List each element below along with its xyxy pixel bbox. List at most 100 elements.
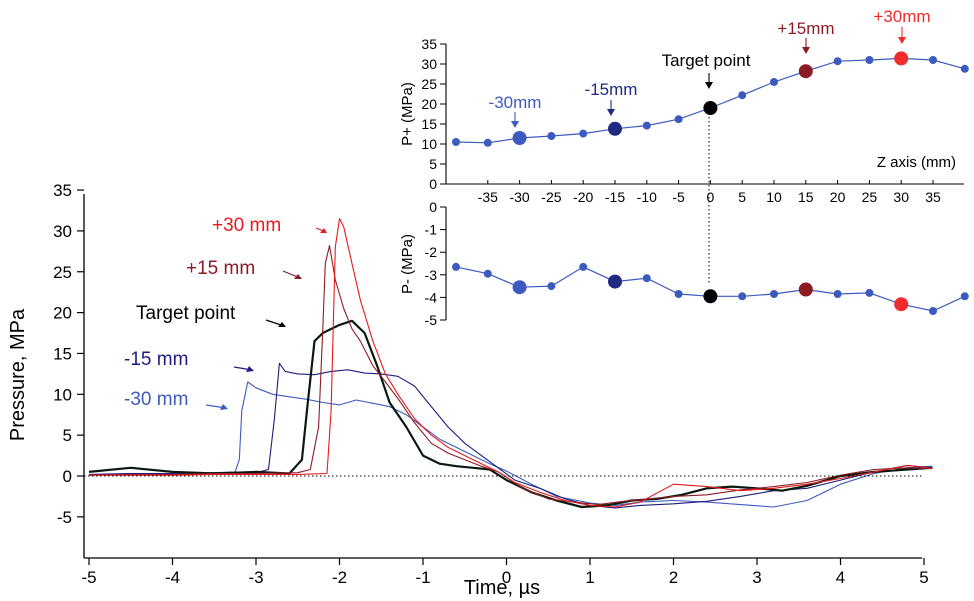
main-x-tick-label: 2	[669, 568, 678, 587]
inset-top-y-ticks: 0 5 10 15 20 25 30 35	[421, 36, 446, 192]
inset-top-x-tick-label: -30	[509, 189, 529, 205]
annotation-plus15: +15 mm	[186, 258, 255, 279]
inset-bottom-y-tick-label: 0	[429, 199, 437, 215]
main-series-group	[88, 218, 933, 509]
inset-bottom-highlight-point	[512, 280, 527, 295]
inset-top-highlight-point	[894, 51, 909, 66]
inset-top-x-tick-label: 25	[862, 189, 878, 205]
inset-top-x-tick-label: 35	[925, 189, 941, 205]
main-x-tick-label: -5	[81, 568, 96, 587]
inset-bottom-point	[865, 288, 874, 297]
inset-top-y-tick-label: 35	[421, 36, 437, 52]
inset-bottom-series	[452, 262, 969, 315]
main-x-tick-label: 4	[836, 568, 845, 587]
inset-top-point	[674, 115, 683, 124]
annotation-minus30: -30 mm	[124, 389, 188, 410]
inset-positive-pressure-chart: 0 5 10 15 20 25 30 35 -35 -30 -25 -20 -15 -10 -5 0 5 10 1…	[399, 7, 969, 205]
inset-label-target-arrowhead	[705, 82, 713, 89]
annotation-target-arrowhead	[278, 322, 286, 327]
inset-top-y-tick-label: 25	[421, 76, 437, 92]
inset-label-minus30-arrowhead	[511, 121, 519, 128]
inset-bottom-y-tick-label: -5	[425, 312, 438, 328]
annotation-minus30-arrowhead	[220, 404, 228, 410]
series-line--15-mm	[88, 362, 933, 509]
inset-bottom-point	[960, 292, 969, 301]
inset-bottom-point	[579, 262, 588, 271]
inset-bottom-y-tick-label: -1	[425, 222, 438, 238]
inset-label-target: Target point	[662, 51, 751, 70]
inset-bottom-highlight-point	[703, 289, 718, 304]
inset-bottom-y-ticks: -5 -4 -3 -2 -1 0	[425, 199, 446, 328]
inset-top-highlight-point	[798, 64, 813, 79]
inset-top-y-tick-label: 30	[421, 56, 437, 72]
inset-bottom-highlight-point	[608, 274, 622, 289]
main-y-tick-label: 15	[53, 344, 72, 363]
inset-top-x-tick-label: -35	[478, 189, 498, 205]
inset-top-x-ticks: -35 -30 -25 -20 -15 -10 -5 0 5 10 15 20 25 30 35	[478, 180, 941, 205]
inset-top-x-tick-label: 10	[766, 189, 782, 205]
series-line--30-mm	[89, 218, 933, 508]
inset-top-x-tick-label: -15	[605, 189, 625, 205]
main-y-tick-label: 30	[53, 222, 72, 241]
inset-bottom-highlight-point	[798, 282, 813, 297]
inset-top-point	[452, 138, 460, 146]
main-y-tick-label: 5	[63, 426, 72, 445]
main-y-axis-label: Pressure, MPa	[7, 308, 29, 441]
inset-bottom-point	[483, 269, 492, 278]
inset-bottom-point	[770, 290, 778, 298]
inset-top-point	[833, 57, 842, 66]
inset-top-point	[770, 78, 778, 86]
inset-top-point	[960, 64, 969, 73]
main-y-tick-label: 10	[53, 385, 72, 404]
inset-top-x-tick-label: -20	[573, 189, 593, 205]
inset-top-x-tick-label: -25	[541, 189, 561, 205]
inset-label-minus15-arrowhead	[607, 109, 615, 116]
inset-top-highlight-point	[703, 101, 718, 115]
inset-top-y-tick-label: 10	[421, 136, 437, 152]
inset-bottom-highlight-point	[894, 297, 909, 312]
series-line-target-point	[88, 319, 933, 509]
inset-bottom-point	[833, 290, 842, 298]
inset-top-point	[547, 132, 556, 140]
inset-top-x-tick-label: 20	[830, 189, 846, 205]
main-x-tick-label: -4	[165, 568, 180, 587]
inset-label-minus30: -30mm	[489, 93, 542, 112]
inset-label-plus30-arrowhead	[898, 37, 906, 44]
annotation-plus30-arrowhead	[320, 228, 327, 233]
inset-label-plus30: +30mm	[873, 7, 930, 26]
inset-top-x-tick-label: 5	[738, 189, 746, 205]
inset-top-point	[738, 91, 747, 100]
main-x-tick-label: 0	[502, 568, 511, 587]
inset-top-y-tick-label: 0	[429, 176, 437, 192]
inset-bottom-point	[929, 307, 937, 315]
main-y-tick-label: 0	[63, 467, 72, 486]
inset-top-x-axis-label: Z axis (mm)	[877, 154, 956, 171]
inset-top-y-tick-label: 20	[421, 96, 437, 112]
main-x-ticks: -5 -4 -3 -2 -1 0 1 2 3 4 5	[81, 558, 929, 587]
inset-top-point	[642, 121, 651, 130]
inset-top-y-tick-label: 15	[421, 116, 437, 132]
series-line--30-mm	[88, 381, 933, 508]
annotation-minus15-arrowhead	[246, 366, 254, 372]
main-x-tick-label: -2	[332, 568, 347, 587]
main-x-tick-label: -1	[415, 568, 430, 587]
inset-bottom-y-axis-label: P- (MPa)	[399, 234, 416, 294]
main-y-ticks: -5 0 5 10 15 20 25 30 35	[53, 181, 84, 527]
inset-bottom-point	[547, 282, 556, 291]
main-x-tick-label: 5	[919, 568, 928, 587]
inset-top-x-tick-label: 15	[798, 189, 814, 205]
inset-top-x-tick-label: -10	[637, 189, 657, 205]
main-y-tick-label: 20	[53, 304, 72, 323]
inset-label-minus15: -15mm	[585, 80, 638, 99]
inset-bottom-point	[452, 262, 460, 271]
inset-bottom-y-tick-label: -4	[425, 289, 438, 305]
inset-bottom-y-tick-label: -3	[425, 267, 438, 283]
inset-top-highlight-point	[512, 131, 527, 145]
main-y-tick-label: 25	[53, 263, 72, 282]
inset-top-series	[452, 51, 969, 147]
inset-top-highlight-point	[608, 121, 622, 136]
main-x-tick-label: 3	[752, 568, 761, 587]
annotation-plus30: +30 mm	[212, 215, 281, 236]
